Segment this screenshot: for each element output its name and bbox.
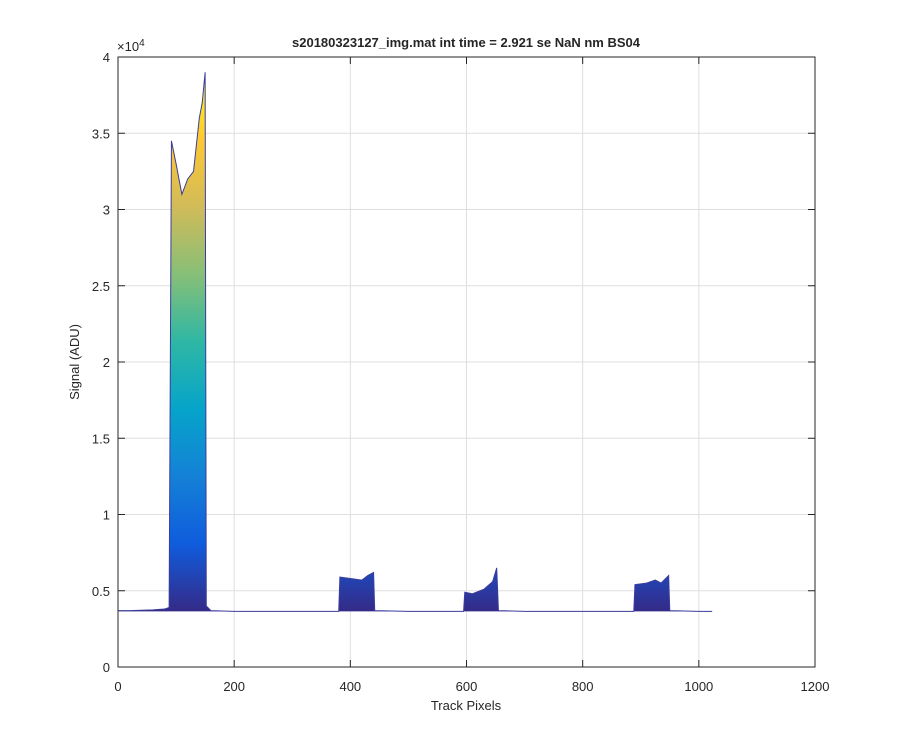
x-tick-label: 400 xyxy=(339,679,361,694)
x-tick-label: 0 xyxy=(114,679,121,694)
y-tick-label: 4 xyxy=(103,50,110,65)
x-tick-label: 600 xyxy=(456,679,478,694)
y-tick-label: 1.5 xyxy=(92,431,110,446)
x-tick-label: 1000 xyxy=(684,679,713,694)
y-tick-label: 0 xyxy=(103,660,110,675)
y-tick-label: 2.5 xyxy=(92,279,110,294)
x-tick-label: 200 xyxy=(223,679,245,694)
y-exponent: ×104 xyxy=(117,38,145,54)
y-tick-label: 1 xyxy=(103,508,110,523)
y-axis-label: Signal (ADU) xyxy=(67,324,82,400)
y-tick-label: 3.5 xyxy=(92,126,110,141)
x-tick-label: 800 xyxy=(572,679,594,694)
y-tick-label: 3 xyxy=(103,203,110,218)
x-tick-label: 1200 xyxy=(801,679,830,694)
area-fill xyxy=(118,72,713,612)
signal-line xyxy=(118,72,713,612)
x-axis-label: Track Pixels xyxy=(431,698,502,713)
y-tick-label: 0.5 xyxy=(92,584,110,599)
y-exponent-power: 4 xyxy=(139,38,145,49)
y-tick-label: 2 xyxy=(103,355,110,370)
y-exponent-base: ×10 xyxy=(117,39,139,54)
chart-title: s20180323127_img.mat int time = 2.921 se… xyxy=(292,35,641,50)
